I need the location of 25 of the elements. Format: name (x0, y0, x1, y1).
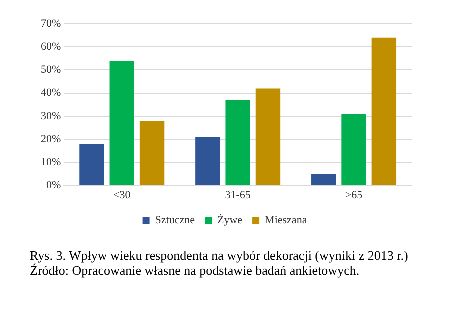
bar (140, 121, 165, 186)
bar (196, 137, 220, 186)
y-tick-label: 60% (40, 41, 62, 54)
text: Rys. 3. Wpływ wieku respondenta na wybór dekoracji (wyniki z 2013 r.) (30, 248, 410, 263)
x-tick-label: >65 (345, 189, 364, 202)
bar (110, 60, 134, 186)
bar (372, 38, 397, 186)
legend-label: Żywe (218, 213, 243, 226)
y-tick-label: 10% (40, 156, 62, 169)
y-tick-label: 0% (46, 180, 62, 192)
legend-label: Sztuczne (155, 214, 196, 226)
bar (80, 144, 104, 186)
bar (226, 100, 250, 186)
bar (312, 174, 336, 186)
bar (256, 88, 281, 186)
legend-label: Mieszana (265, 214, 308, 226)
x-tick-label: <30 (114, 189, 132, 202)
x-tick-label: 31-65 (225, 189, 252, 202)
y-tick-label: 40% (40, 87, 62, 100)
text: Źródło: Opracowanie własne na podstawie badań ankietowych. (30, 263, 361, 278)
y-tick-label: 70% (40, 18, 62, 30)
y-tick-label: 20% (40, 133, 62, 146)
bar (342, 114, 366, 186)
y-tick-label: 50% (40, 64, 62, 76)
y-tick-label: 30% (40, 110, 62, 122)
